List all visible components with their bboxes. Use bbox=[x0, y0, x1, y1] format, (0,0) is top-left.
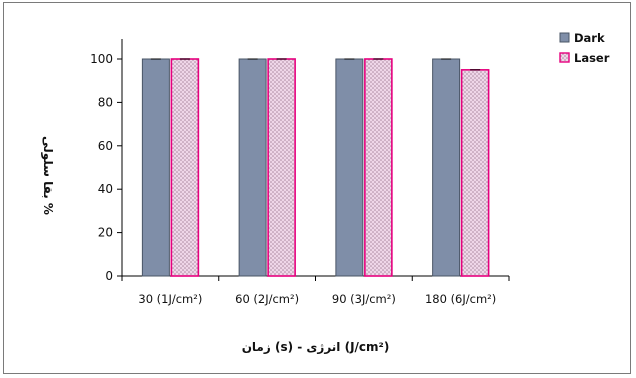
bar-laser bbox=[170, 58, 200, 277]
y-tick-label: 40 bbox=[98, 182, 113, 196]
chart-frame: 0 20 40 60 80 100 30 (1J/cm²) 60 (2J/cm²) 90 (3J… bbox=[3, 2, 631, 374]
y-tick-label: 100 bbox=[90, 52, 113, 66]
bar-chart: 0 20 40 60 80 100 30 (1J/cm²) 60 (2J/cm²) 90 (3J… bbox=[40, 31, 610, 354]
bar-dark bbox=[238, 58, 267, 277]
bar-laser bbox=[460, 69, 490, 277]
x-tick-label: 60 (2J/cm²) bbox=[235, 292, 299, 306]
y-tick-label: 60 bbox=[98, 139, 113, 153]
x-tick-label: 90 (3J/cm²) bbox=[332, 292, 396, 306]
y-tick-label: 80 bbox=[98, 95, 113, 109]
legend-label-laser: Laser bbox=[574, 51, 610, 65]
bar-dark bbox=[432, 58, 461, 277]
legend-label-dark: Dark bbox=[574, 31, 605, 45]
legend-swatch-dark bbox=[559, 32, 570, 43]
x-tick-label: 180 (6J/cm²) bbox=[425, 292, 496, 306]
legend-swatch-laser bbox=[559, 52, 570, 63]
x-axis-title: (J/cm²) انرژی - (s) زمان bbox=[242, 340, 390, 354]
y-tick-label: 0 bbox=[105, 269, 113, 283]
bar-laser bbox=[267, 58, 296, 277]
x-tick-label: 30 (1J/cm²) bbox=[138, 292, 202, 306]
y-tick-label: 20 bbox=[98, 226, 113, 240]
bar-laser bbox=[364, 58, 393, 277]
y-axis-title: بقا سلولی % bbox=[40, 136, 55, 215]
bar-dark bbox=[335, 58, 364, 277]
bar-dark bbox=[141, 58, 170, 277]
